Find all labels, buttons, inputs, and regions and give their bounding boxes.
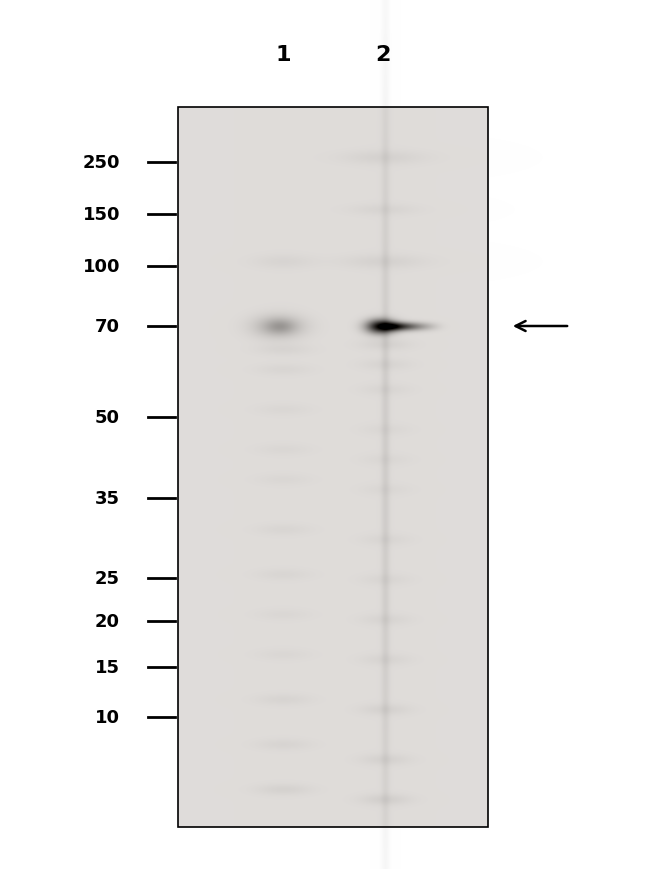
Text: 250: 250 xyxy=(83,154,120,172)
Text: 1: 1 xyxy=(275,45,291,65)
Text: 70: 70 xyxy=(95,318,120,335)
Text: 2: 2 xyxy=(375,45,391,65)
Bar xyxy=(178,108,488,827)
Text: 15: 15 xyxy=(95,658,120,676)
Text: 100: 100 xyxy=(83,258,120,275)
Text: 20: 20 xyxy=(95,613,120,630)
Text: 35: 35 xyxy=(95,489,120,507)
Text: 25: 25 xyxy=(95,569,120,587)
Text: 50: 50 xyxy=(95,408,120,427)
Text: 150: 150 xyxy=(83,206,120,223)
Text: 10: 10 xyxy=(95,708,120,726)
